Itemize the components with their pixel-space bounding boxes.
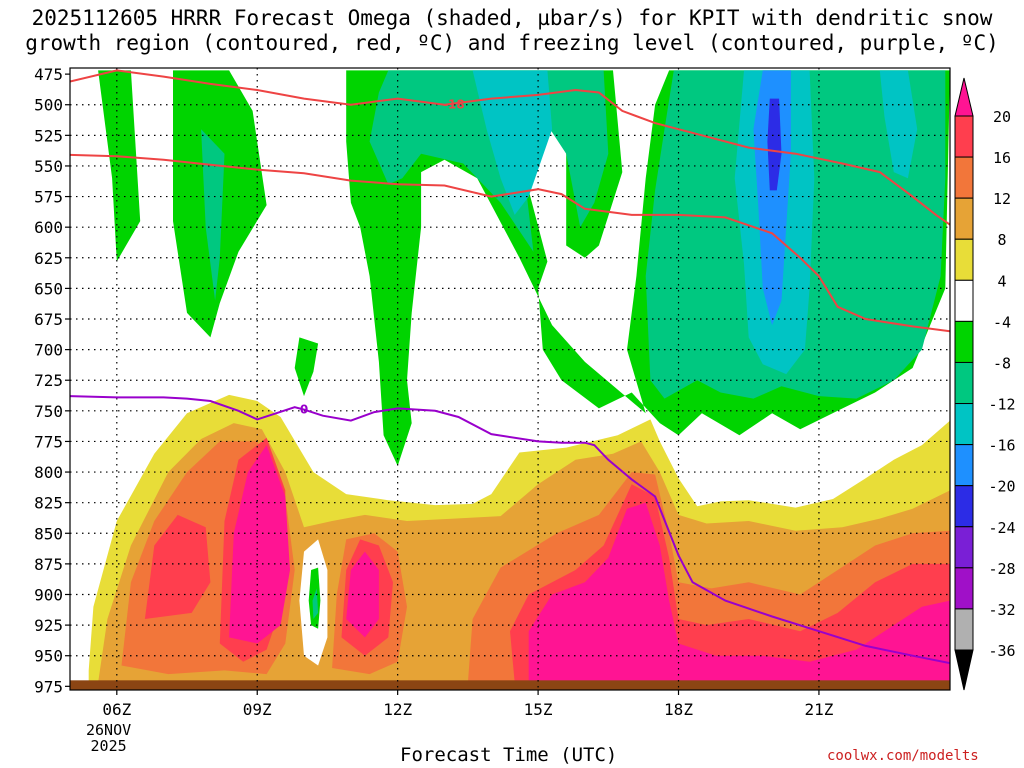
surface-ground	[70, 680, 950, 690]
colorbar-label-3: 8	[997, 231, 1006, 249]
contour-freezing-level	[70, 395, 950, 665]
y-tick-label-800: 800	[34, 463, 63, 482]
x-tick-label-09Z: 09Z	[243, 700, 272, 719]
colorbar-label-8: -16	[988, 437, 1015, 455]
colorbar-label-13: -36	[988, 642, 1015, 660]
y-tick-label-975: 975	[34, 677, 63, 696]
y-tick-label-700: 700	[34, 341, 63, 360]
omega-region-17	[144, 514, 211, 619]
omega-shading	[70, 70, 950, 690]
omega-region-22	[346, 551, 379, 638]
dotted-grid	[70, 68, 950, 690]
chart-title: 2025112605 HRRR Forecast Omega (shaded, …	[0, 6, 1024, 56]
x-tick-label-15Z: 15Z	[524, 700, 553, 719]
y-tick-label-725: 725	[34, 371, 63, 390]
omega-region-4	[201, 129, 225, 301]
omega-region-7	[472, 70, 553, 215]
colorbar-over-triangle	[954, 77, 974, 117]
plot-frame	[69, 67, 951, 691]
y-tick-label-825: 825	[34, 494, 63, 513]
colorbar-bin-1	[954, 156, 974, 199]
omega-region-10	[753, 70, 791, 326]
chart-title-line2: growth region (contoured, red, ºC) and f…	[25, 31, 999, 55]
contour-label-dgz-top: -18	[443, 98, 465, 112]
colorbar-label-7: -12	[988, 396, 1015, 414]
y-tick-label-925: 925	[34, 616, 63, 635]
colorbar-label-9: -20	[988, 478, 1015, 496]
y-tick-label-600: 600	[34, 218, 63, 237]
x-tick-label-06Z: 06Z	[102, 700, 131, 719]
colorbar-label-0: 20	[993, 108, 1011, 126]
y-tick-label-900: 900	[34, 585, 63, 604]
colorbar-label-1: 16	[993, 149, 1011, 167]
colorbar-label-5: -4	[993, 313, 1011, 331]
colorbar-label-10: -24	[988, 519, 1015, 537]
colorbar-bin-7	[954, 403, 974, 446]
colorbar-bin-8	[954, 444, 974, 487]
y-tick-label-650: 650	[34, 279, 63, 298]
colorbar-bin-6	[954, 361, 974, 405]
colorbar-label-11: -28	[988, 560, 1015, 578]
contour-lines: -18 0	[70, 69, 950, 665]
colorbar-bin-2	[954, 197, 974, 240]
y-tick-label-675: 675	[34, 310, 63, 329]
omega-region-11	[767, 98, 782, 191]
colorbar-label-6: -8	[993, 354, 1011, 372]
x-tick-label-12Z: 12Z	[383, 700, 412, 719]
y-tick-label-950: 950	[34, 647, 63, 666]
omega-region-23	[528, 502, 950, 683]
y-tick-label-775: 775	[34, 432, 63, 451]
y-tick-label-875: 875	[34, 555, 63, 574]
colorbar-bin-10	[954, 526, 974, 569]
colorbar-bin-9	[954, 485, 974, 528]
colorbar-bin-11	[954, 567, 974, 610]
date-label-day: 26NOV	[86, 721, 132, 739]
colorbar-bin-3	[954, 238, 974, 281]
y-tick-label-525: 525	[34, 126, 63, 145]
date-label: 26NOV 2025	[86, 722, 131, 754]
colorbar-bin-0	[954, 115, 974, 158]
contour-label-freezing-level: 0	[300, 403, 308, 417]
y-tick-label-500: 500	[34, 96, 63, 115]
colorbar: 20 16 12 8 4 -4 -8 -12 -16 -20 -24 -28 -32 -36	[954, 77, 1016, 691]
y-tick-label-625: 625	[34, 249, 63, 268]
x-axis-label: Forecast Time (UTC)	[400, 744, 618, 766]
credit-link[interactable]: coolwx.com/modelts	[827, 748, 979, 764]
omega-region-9	[879, 70, 918, 179]
colorbar-bin-4	[954, 279, 974, 322]
contour-dgz-top	[70, 69, 950, 226]
y-tick-label-475: 475	[34, 65, 63, 84]
x-tick-label-18Z: 18Z	[664, 700, 693, 719]
chart-title-line1: 2025112605 HRRR Forecast Omega (shaded, …	[31, 6, 993, 30]
colorbar-label-4: 4	[997, 272, 1006, 290]
x-tick-label-21Z: 21Z	[804, 700, 833, 719]
date-label-year: 2025	[90, 737, 127, 755]
y-tick-label-550: 550	[34, 157, 63, 176]
colorbar-bin-12	[954, 608, 974, 651]
y-tick-label-575: 575	[34, 188, 63, 207]
contour-dgz-bottom	[70, 153, 950, 333]
colorbar-label-2: 12	[993, 190, 1011, 208]
y-tick-label-750: 750	[34, 402, 63, 421]
colorbar-under-triangle	[954, 649, 974, 691]
axes: 475 500 525 550 575 600 625 650 675 700 725 750 775 8…	[34, 65, 951, 719]
colorbar-label-12: -32	[988, 601, 1015, 619]
y-tick-label-850: 850	[34, 524, 63, 543]
colorbar-bin-5	[954, 320, 974, 363]
omega-region-26	[312, 588, 319, 619]
omega-region-2	[294, 337, 319, 397]
